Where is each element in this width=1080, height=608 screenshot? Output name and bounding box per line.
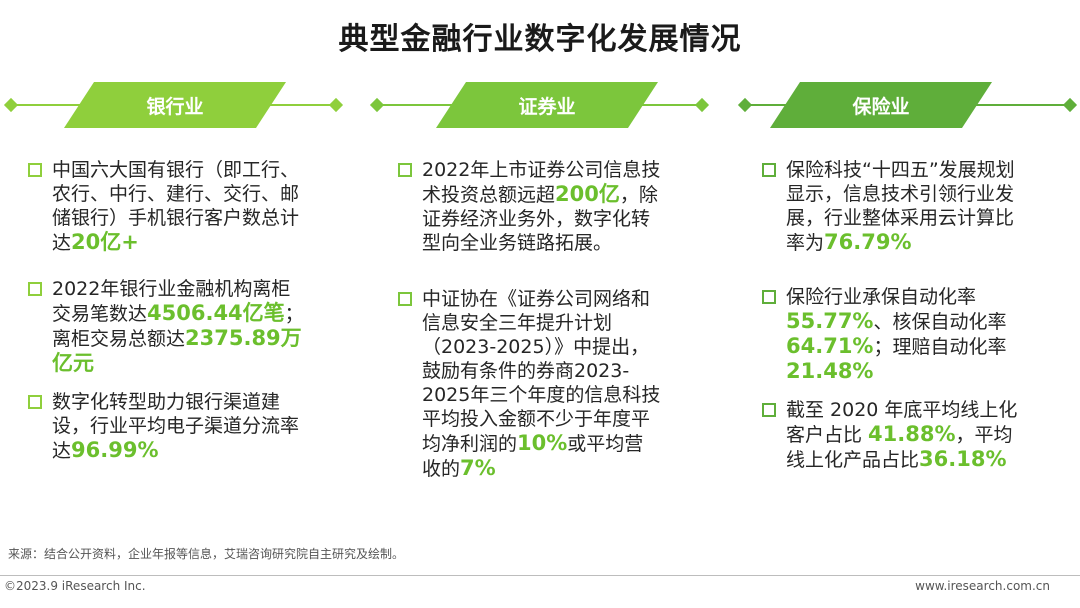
- highlight-value: 64.71%: [786, 334, 874, 358]
- bullet-text: 2022年上市证券公司信息技术投资总额远超: [422, 159, 661, 206]
- list-item: 数字化转型助力银行渠道建设，行业平均电子渠道分流率达96.99%: [28, 390, 304, 463]
- bullet-text: ，平均线上化产品占比: [786, 424, 1013, 471]
- highlight-value: 41.88%: [868, 422, 956, 446]
- list-item: 2022年上市证券公司信息技术投资总额远超200亿，除证券经济业务外，数字化转型…: [398, 158, 662, 255]
- insurance-header: 保险业: [737, 82, 1078, 128]
- square-bullet-icon: [28, 395, 42, 409]
- square-bullet-icon: [762, 403, 776, 417]
- bullet-text: 中证协在《证券公司网络和信息安全三年提升计划（2023-2025）》中提出，鼓励…: [422, 288, 661, 455]
- banking-header: 银行业: [3, 82, 344, 128]
- square-bullet-icon: [398, 163, 412, 177]
- bullet-text: 2022年银行业金融机构离柜交易笔数达: [52, 278, 291, 325]
- highlight-value: 76.79%: [824, 230, 912, 254]
- bullet-text: 中国六大国有银行（即工行、农行、中行、建行、交行、邮储银行）手机银行客户数总计达: [52, 159, 300, 254]
- bullet-text: 或平均营收的: [422, 433, 644, 480]
- highlight-value: 7%: [460, 456, 496, 480]
- bullet-text: ；理赔自动化率: [873, 336, 1007, 358]
- highlight-value: 4506.44亿笔: [147, 301, 285, 325]
- square-bullet-icon: [28, 163, 42, 177]
- website-link[interactable]: www.iresearch.com.cn: [915, 579, 1050, 593]
- square-bullet-icon: [762, 163, 776, 177]
- bullet-text: ，除证券经济业务外，数字化转型向全业务链路拓展。: [422, 184, 658, 254]
- list-item: 2022年银行业金融机构离柜交易笔数达4506.44亿笔；离柜交易总额达2375…: [28, 277, 304, 376]
- diamond-icon: [328, 97, 344, 113]
- highlight-value: 36.18%: [919, 447, 1007, 471]
- banking-column: 银行业 中国六大国有银行（即工行、农行、中行、建行、交行、邮储银行）手机银行客户…: [3, 82, 344, 463]
- securities-header: 证券业: [369, 82, 710, 128]
- insurance-header-label: 保险业: [770, 82, 992, 128]
- highlight-value: 200亿: [555, 182, 620, 206]
- square-bullet-icon: [398, 292, 412, 306]
- diamond-icon: [694, 97, 710, 113]
- bullet-text: ；离柜交易总额达: [52, 303, 304, 350]
- list-item: 保险科技“十四五”发展规划显示，信息技术引领行业发展，行业整体采用云计算比率为7…: [762, 158, 1026, 255]
- bullet-text: 、核保自动化率: [873, 311, 1007, 333]
- bullet-text: 保险行业承保自动化率: [786, 286, 977, 308]
- highlight-value: 10%: [517, 431, 568, 455]
- square-bullet-icon: [762, 290, 776, 304]
- diamond-icon: [1062, 97, 1078, 113]
- copyright-text: ©2023.9 iResearch Inc.: [4, 579, 146, 593]
- highlight-value: 20亿+: [71, 230, 139, 254]
- bullet-text: 保险科技“十四五”发展规划显示，信息技术引领行业发展，行业整体采用云计算比率为: [786, 159, 1015, 254]
- footer-divider: [0, 575, 1080, 576]
- bullet-text: 数字化转型助力银行渠道建设，行业平均电子渠道分流率达: [52, 391, 300, 462]
- highlight-value: 2375.89万亿元: [52, 326, 302, 375]
- highlight-value: 21.48%: [786, 359, 874, 383]
- insurance-column: 保险业 保险科技“十四五”发展规划显示，信息技术引领行业发展，行业整体采用云计算…: [737, 82, 1078, 472]
- square-bullet-icon: [28, 282, 42, 296]
- diamond-icon: [737, 97, 753, 113]
- securities-header-label: 证券业: [436, 82, 658, 128]
- source-note: 来源：结合公开资料，企业年报等信息，艾瑞咨询研究院自主研究及绘制。: [8, 547, 405, 561]
- list-item: 中证协在《证券公司网络和信息安全三年提升计划（2023-2025）》中提出，鼓励…: [398, 287, 662, 481]
- diamond-icon: [3, 97, 19, 113]
- list-item: 保险行业承保自动化率55.77%、核保自动化率64.71%；理赔自动化率21.4…: [762, 285, 1026, 384]
- securities-column: 证券业 2022年上市证券公司信息技术投资总额远超200亿，除证券经济业务外，数…: [369, 82, 710, 481]
- bullet-text: 截至 2020 年底平均线上化客户占比: [786, 399, 1018, 446]
- list-item: 中国六大国有银行（即工行、农行、中行、建行、交行、邮储银行）手机银行客户数总计达…: [28, 158, 304, 255]
- highlight-value: 96.99%: [71, 438, 159, 462]
- list-item: 截至 2020 年底平均线上化客户占比 41.88%，平均线上化产品占比36.1…: [762, 398, 1026, 472]
- banking-header-label: 银行业: [64, 82, 286, 128]
- page-title: 典型金融行业数字化发展情况: [338, 22, 742, 57]
- diamond-icon: [369, 97, 385, 113]
- highlight-value: 55.77%: [786, 309, 874, 333]
